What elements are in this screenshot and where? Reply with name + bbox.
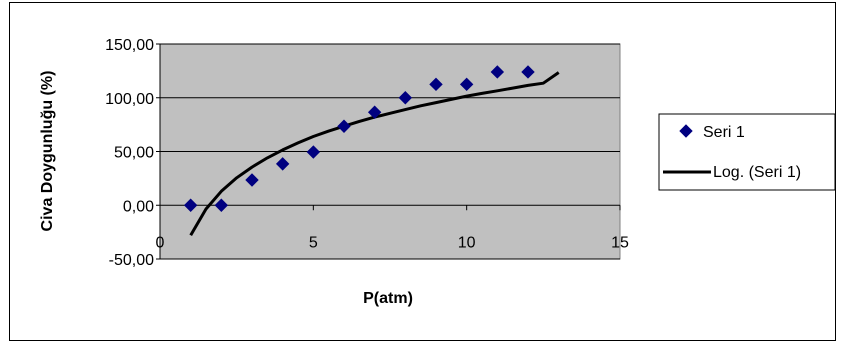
y-axis-title: Civa Doygunluğu (%) [39, 71, 56, 232]
legend: Seri 1 Log. (Seri 1) [658, 113, 836, 191]
y-tick-label: 50,00 [114, 145, 154, 162]
data-point-diamond [521, 65, 535, 79]
x-tick-label: 0 [156, 234, 165, 251]
x-tick-label: 5 [309, 234, 318, 251]
y-tick-label: 0,00 [123, 198, 154, 215]
data-point-diamond [459, 77, 474, 92]
legend-marker-diamond [679, 124, 693, 138]
legend-label-trendline: Log. (Seri 1) [713, 164, 801, 181]
data-point-diamond [429, 77, 443, 92]
legend-label-series-1: Seri 1 [703, 124, 745, 141]
data-point-diamond [245, 173, 259, 187]
data-point-diamond [306, 145, 321, 159]
y-tick-label: 150,00 [105, 37, 154, 54]
x-tick-label: 10 [458, 234, 476, 251]
data-point-diamond [398, 91, 413, 105]
x-tick-label: 15 [611, 234, 629, 251]
data-point-diamond [214, 198, 229, 212]
x-axis-title: P(atm) [363, 290, 413, 307]
data-point-diamond [337, 119, 351, 133]
y-tick-label: 100,00 [105, 91, 154, 108]
data-point-diamond [183, 198, 198, 212]
y-tick-label: -50,00 [109, 252, 154, 269]
data-point-diamond [367, 105, 382, 119]
data-point-diamond [490, 65, 505, 79]
data-point-diamond [275, 157, 290, 171]
